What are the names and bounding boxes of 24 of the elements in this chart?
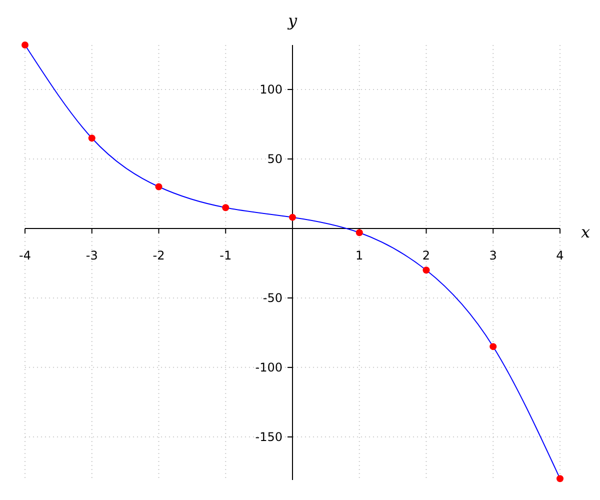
x-tick-label: 3 [489, 248, 497, 262]
x-tick-label: -2 [152, 248, 165, 262]
point [556, 475, 564, 482]
x-tick-label: -3 [86, 248, 98, 262]
point [155, 183, 162, 190]
y-tick-label: -150 [255, 430, 282, 444]
x-tick-label: 2 [422, 248, 430, 262]
y-tick-label: 100 [260, 82, 282, 96]
x-tick-label: 1 [356, 248, 364, 262]
y-tick-label: 50 [267, 152, 282, 166]
point [490, 343, 497, 350]
y-axis-title: y [286, 11, 298, 30]
point [289, 214, 296, 221]
point [356, 229, 363, 236]
x-tick-label: -1 [220, 248, 232, 262]
point [422, 266, 430, 274]
y-tick-label: -50 [262, 290, 282, 305]
x-axis-title: x [580, 222, 590, 242]
x-tick-label: -4 [19, 248, 31, 262]
point [222, 204, 230, 212]
point [88, 134, 96, 142]
y-tick-label: -100 [255, 360, 282, 374]
point [22, 42, 28, 48]
x-tick-label: 4 [556, 248, 564, 262]
